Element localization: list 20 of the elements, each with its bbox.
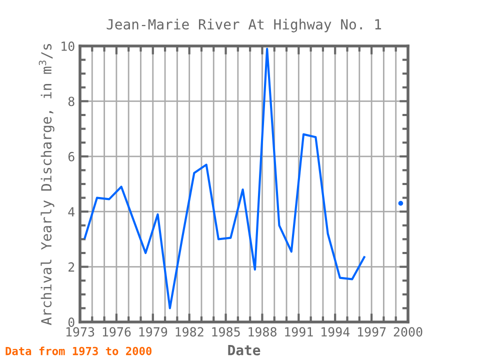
x-tick-label: 1979 [139, 327, 168, 337]
x-tick-label: 1991 [285, 327, 313, 337]
y-tick-label: 2 [68, 262, 74, 272]
y-axis-title: Archival Yearly Discharge, in m$^{3}$/s [38, 44, 54, 326]
y-tick-label: 10 [62, 42, 74, 51]
y-tick-label: 8 [68, 96, 74, 106]
x-tick-label: 2000 [394, 327, 422, 337]
x-tick-label: 1982 [176, 327, 204, 337]
x-tick-label: 1985 [212, 327, 240, 337]
x-tick-label: 1973 [66, 327, 94, 337]
x-tick-label: 1994 [322, 327, 350, 337]
x-tick-label: 1976 [102, 327, 131, 337]
y-tick-label: 0 [68, 318, 74, 327]
chart-title: Jean-Marie River At Highway No. 1 [106, 18, 382, 32]
text: Data from 1973 to 2000 [6, 346, 152, 356]
x-tick-label: 1988 [248, 327, 276, 337]
y-tick-label: 4 [68, 207, 75, 216]
y-tick-label: 6 [68, 152, 74, 162]
x-tick-label: 1997 [358, 327, 386, 337]
x-axis-title: Date [228, 345, 260, 356]
